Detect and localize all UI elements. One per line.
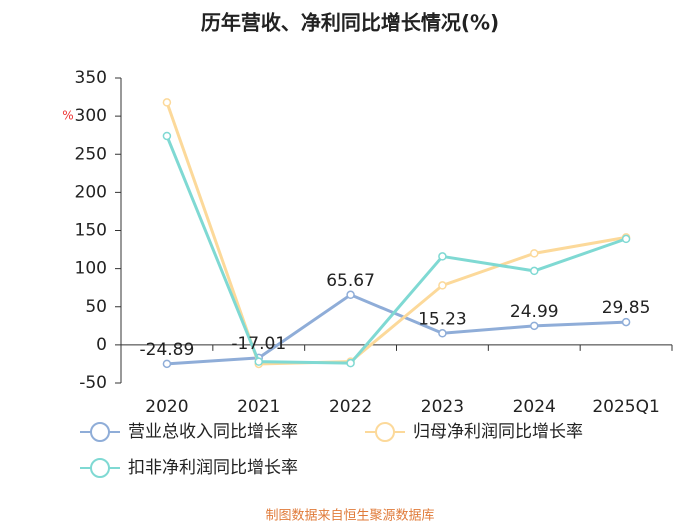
chart-title: 历年营收、净利同比增长情况(%): [201, 11, 499, 35]
point: [346, 358, 355, 368]
x-tick-label: 2024: [513, 397, 556, 417]
point: [254, 357, 263, 366]
point: [438, 252, 447, 261]
data-label: 65.67: [326, 271, 375, 291]
legend-label: 归母净利润同比增长率: [413, 422, 583, 442]
point: [621, 234, 631, 244]
x-tick-label: 2022: [329, 397, 372, 417]
data-label: -17.01: [231, 334, 286, 354]
point: [438, 329, 447, 338]
x-tick-label: 2023: [421, 397, 464, 417]
point: [621, 317, 631, 327]
point: [162, 359, 172, 369]
y-tick-label: 350: [75, 68, 107, 88]
point: [530, 266, 539, 276]
y-tick-label: 200: [75, 182, 107, 202]
y-tick-label: 100: [75, 259, 107, 279]
x-tick-label: 2021: [237, 397, 280, 417]
series-line: [166, 293, 627, 366]
data-label: 15.23: [418, 309, 467, 329]
x-tick-label: 2025Q1: [592, 397, 659, 417]
data-label: 24.99: [510, 302, 559, 322]
x-tick-label: 2020: [145, 397, 188, 417]
source-note: 制图数据来自恒生聚源数据库: [265, 508, 434, 524]
point: [162, 131, 172, 141]
data-label: -24.89: [140, 340, 195, 360]
data-label: 29.85: [602, 298, 651, 318]
point: [530, 249, 539, 258]
point: [530, 321, 539, 331]
point: [162, 98, 172, 107]
legend-marker: [90, 458, 110, 478]
y-unit: %: [62, 109, 73, 123]
point: [346, 290, 355, 300]
y-tick-label: -50: [79, 373, 107, 393]
legend-marker: [90, 422, 110, 442]
y-tick-label: 50: [85, 297, 107, 317]
legend-label: 扣非净利润同比增长率: [128, 458, 298, 478]
point: [438, 281, 447, 290]
legend-label: 营业总收入同比增长率: [128, 422, 298, 442]
legend-marker: [375, 422, 395, 442]
y-tick-label: 250: [75, 144, 107, 164]
y-tick-label: 300: [75, 106, 107, 126]
series-line: [165, 135, 627, 365]
y-tick-label: 0: [96, 335, 107, 355]
y-tick-label: 150: [75, 221, 107, 241]
